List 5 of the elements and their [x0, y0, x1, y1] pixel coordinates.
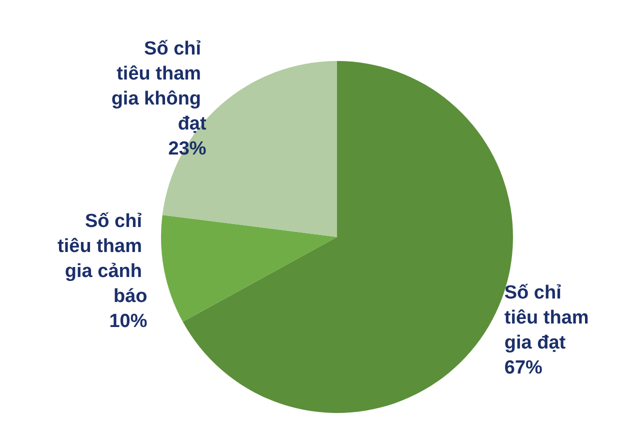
data-label: 10%	[109, 310, 148, 332]
slice-label: Số chỉ tiêu tham gia cảnh báo	[58, 210, 148, 307]
slice-label: Số chỉ tiêu tham gia đạt	[504, 282, 594, 354]
slice-label: Số chỉ tiêu tham gia không đạt	[111, 38, 207, 134]
data-label: 67%	[504, 358, 543, 379]
